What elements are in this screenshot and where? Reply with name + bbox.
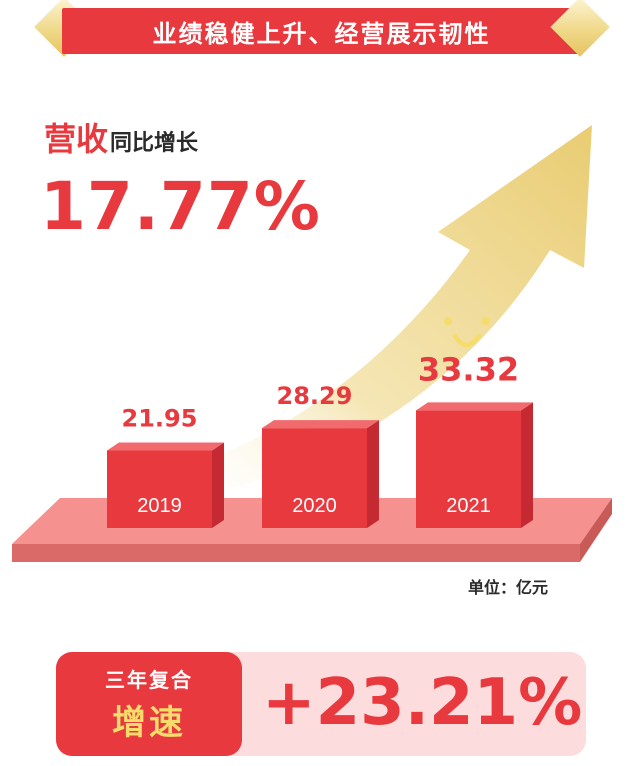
bar-top-2019 [107,442,224,451]
bar-side-2019 [212,442,224,528]
smiley-face-icon [444,317,490,348]
growth-percentage: 17.77% [40,168,321,245]
platform-front [12,544,580,562]
cagr-card: 三年复合 增速 +23.21% [56,652,586,756]
x-tick-label: 2019 [137,495,182,517]
rising-arrow-decoration [180,125,592,500]
bar-side-2020 [367,420,379,528]
cagr-tag: 三年复合 增速 [56,652,242,756]
bar-2021 [416,410,521,528]
metric-name: 营收 [44,120,109,158]
cagr-tag-line1: 三年复合 [105,668,193,692]
banner-title: 业绩稳健上升、经营展示韧性 [152,19,491,48]
x-tick-label: 2021 [446,495,491,517]
bar-2019 [107,450,212,528]
platform-side [580,498,612,562]
headline: 营收同比增长 [44,114,198,160]
cagr-tag-line2: 增速 [112,703,186,743]
bar-top-2021 [416,402,533,411]
cagr-value: +23.21% [262,666,583,740]
bar-top-2020 [262,420,379,429]
bar-2020 [262,428,367,528]
bar-group: 2019 21.95 2020 28.29 2021 33.32 [107,350,533,528]
metric-subtitle: 同比增长 [110,131,199,156]
data-label: 21.95 [122,405,198,433]
data-label: 33.32 [418,350,519,388]
title-banner: 业绩稳健上升、经营展示韧性 [62,8,581,54]
bar-side-2021 [521,402,533,528]
unit-label: 单位：亿元 [468,578,549,597]
data-label: 28.29 [277,382,353,410]
x-tick-label: 2020 [292,495,337,517]
